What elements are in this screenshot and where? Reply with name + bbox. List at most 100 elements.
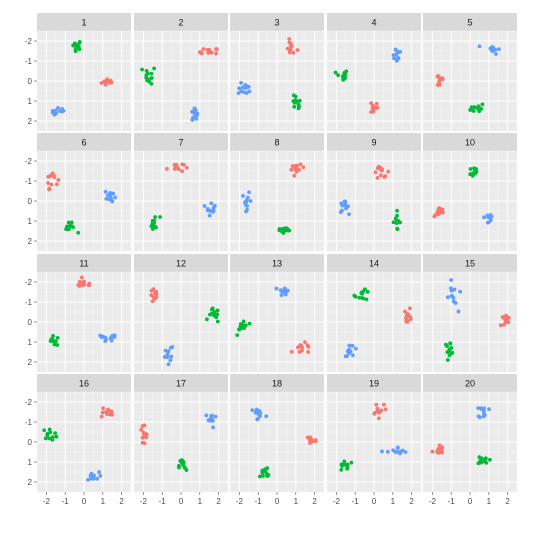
data-point xyxy=(449,278,454,282)
facet-label: 12 xyxy=(176,259,186,269)
data-point xyxy=(353,346,358,351)
data-point xyxy=(287,40,292,45)
y-tick-label: 0 xyxy=(28,197,33,206)
x-tick-label: 0 xyxy=(275,497,280,506)
data-point xyxy=(282,288,287,293)
data-point xyxy=(50,437,55,442)
data-point xyxy=(398,220,402,225)
data-point xyxy=(395,56,399,61)
data-point xyxy=(150,223,155,228)
data-point xyxy=(279,293,284,297)
facet-strip xyxy=(37,374,131,392)
x-tick-label: 1 xyxy=(101,497,106,506)
data-point xyxy=(345,462,350,467)
data-point xyxy=(406,312,410,316)
data-point xyxy=(477,44,482,49)
y-tick-label: -1 xyxy=(25,177,33,186)
data-point xyxy=(153,224,158,229)
data-point xyxy=(482,406,486,411)
data-point xyxy=(241,194,245,198)
data-point xyxy=(297,98,302,103)
data-point xyxy=(483,456,488,461)
data-point xyxy=(481,459,486,464)
data-point xyxy=(310,439,315,444)
data-point xyxy=(396,445,400,450)
data-point xyxy=(101,406,106,411)
y-tick-label: 0 xyxy=(28,77,33,86)
data-point xyxy=(480,102,485,107)
y-tick-label: 0 xyxy=(28,438,33,447)
data-point xyxy=(486,220,491,225)
data-point xyxy=(248,199,253,203)
data-point xyxy=(111,191,116,196)
data-point xyxy=(207,213,212,218)
data-point xyxy=(144,432,149,437)
data-point xyxy=(285,46,290,51)
data-point xyxy=(66,226,71,231)
data-point xyxy=(168,358,173,363)
data-point xyxy=(296,106,301,111)
data-point xyxy=(214,51,218,56)
x-tick-label: 2 xyxy=(505,497,510,506)
data-point xyxy=(359,291,364,296)
data-point xyxy=(241,319,246,324)
data-point xyxy=(456,309,461,314)
data-point xyxy=(204,413,209,418)
facet-panel-12: 12 xyxy=(133,254,229,373)
facet-strip xyxy=(423,13,517,31)
data-point xyxy=(149,288,154,293)
data-point xyxy=(313,438,318,442)
data-point xyxy=(374,402,379,407)
data-point xyxy=(55,343,60,347)
data-point xyxy=(349,460,354,465)
data-point xyxy=(301,165,306,170)
data-point xyxy=(42,428,47,433)
data-point xyxy=(180,162,185,167)
data-point xyxy=(278,288,283,293)
facet-panel-7: 7 xyxy=(133,133,229,252)
facet-strip xyxy=(134,254,228,272)
data-point xyxy=(380,449,384,454)
data-point xyxy=(445,295,450,300)
y-tick-label: 1 xyxy=(28,458,33,467)
data-point xyxy=(43,436,48,441)
data-point xyxy=(99,81,104,85)
data-point xyxy=(140,67,144,72)
data-point xyxy=(400,448,405,453)
x-tick-label: 1 xyxy=(487,497,492,506)
facet-panel-8: 8 xyxy=(229,133,325,252)
data-point xyxy=(350,353,355,358)
data-point xyxy=(86,477,90,482)
facet-label: 1 xyxy=(81,18,86,28)
data-point xyxy=(292,104,297,109)
data-point xyxy=(292,173,297,178)
data-point xyxy=(481,414,486,419)
data-point xyxy=(379,168,384,173)
data-point xyxy=(144,435,149,440)
data-point xyxy=(264,414,269,419)
data-point xyxy=(212,203,217,208)
data-point xyxy=(439,448,444,452)
x-tick-label: -2 xyxy=(43,497,51,506)
data-point xyxy=(149,81,154,86)
data-point xyxy=(53,111,58,116)
data-point xyxy=(184,468,189,472)
data-point xyxy=(239,89,244,93)
data-point xyxy=(373,170,378,175)
data-point xyxy=(255,411,260,415)
facet-label: 6 xyxy=(81,138,86,148)
data-point xyxy=(149,293,154,298)
data-point xyxy=(345,354,349,359)
data-point xyxy=(363,287,367,292)
data-point xyxy=(449,294,454,298)
data-point xyxy=(80,275,84,280)
data-point xyxy=(245,204,249,208)
facet-panel-16: 16 xyxy=(36,374,132,493)
data-point xyxy=(378,409,383,413)
data-point xyxy=(165,355,170,359)
data-point xyxy=(347,212,351,217)
x-tick-label: -2 xyxy=(140,497,148,506)
data-point xyxy=(108,78,113,83)
data-point xyxy=(100,335,104,340)
data-point xyxy=(105,79,110,84)
